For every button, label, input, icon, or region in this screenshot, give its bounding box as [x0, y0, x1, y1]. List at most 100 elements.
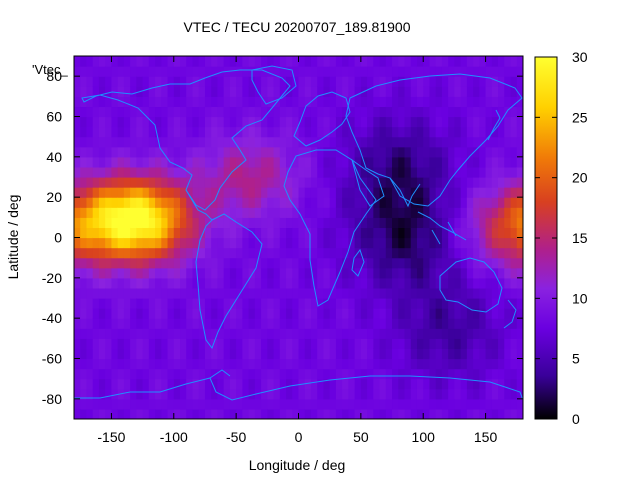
heatmap-cell	[273, 308, 281, 319]
heatmap-cell	[441, 106, 449, 118]
heatmap-cell	[504, 247, 512, 259]
heatmap-cell	[354, 237, 362, 249]
heatmap-cell	[491, 66, 499, 77]
heatmap-cell	[117, 368, 125, 380]
heatmap-cell	[267, 398, 275, 410]
heatmap-cell	[161, 237, 169, 249]
heatmap-cell	[385, 308, 393, 319]
heatmap-cell	[98, 136, 106, 148]
heatmap-cell	[416, 187, 424, 198]
heatmap-cell	[180, 237, 187, 249]
heatmap-cell	[167, 398, 175, 410]
heatmap-cell	[329, 308, 337, 319]
heatmap-cell	[342, 277, 349, 289]
heatmap-cell	[86, 227, 94, 239]
heatmap-cell	[516, 368, 523, 380]
heatmap-cell	[404, 197, 412, 208]
heatmap-cell	[298, 126, 306, 138]
heatmap-cell	[429, 106, 437, 118]
heatmap-cell	[498, 277, 505, 289]
heatmap-cell	[155, 308, 162, 319]
heatmap-cell	[460, 388, 468, 400]
heatmap-cell	[335, 358, 343, 370]
heatmap-cell	[123, 308, 131, 319]
heatmap-cell	[211, 217, 219, 229]
heatmap-cell	[466, 328, 474, 339]
heatmap-cell	[298, 146, 306, 158]
heatmap-cell	[248, 56, 256, 67]
heatmap-cell	[92, 126, 100, 138]
heatmap-cell	[105, 328, 113, 339]
heatmap-cell	[398, 237, 406, 249]
heatmap-cell	[454, 348, 462, 360]
heatmap-cell	[204, 378, 212, 390]
heatmap-cell	[416, 86, 424, 97]
heatmap-cell	[448, 76, 456, 87]
heatmap-cell	[423, 146, 431, 158]
heatmap-cell	[298, 328, 306, 339]
heatmap-cell	[204, 277, 212, 289]
heatmap-cell	[335, 308, 343, 319]
heatmap-cell	[80, 166, 88, 178]
heatmap-cell	[448, 126, 456, 138]
heatmap-cell	[466, 338, 474, 350]
heatmap-cell	[298, 56, 306, 67]
heatmap-cell	[198, 328, 206, 339]
heatmap-cell	[504, 106, 512, 118]
heatmap-cell	[229, 318, 237, 329]
heatmap-cell	[123, 187, 131, 198]
heatmap-cell	[360, 66, 368, 77]
heatmap-cell	[354, 398, 362, 410]
heatmap-cell	[329, 66, 337, 77]
heatmap-cell	[123, 277, 131, 289]
heatmap-cell	[454, 257, 462, 269]
heatmap-cell	[435, 116, 443, 128]
heatmap-cell	[298, 156, 306, 168]
heatmap-cell	[204, 96, 212, 108]
heatmap-cell	[279, 76, 287, 87]
heatmap-cell	[192, 227, 200, 239]
heatmap-cell	[98, 298, 106, 309]
heatmap-cell	[242, 96, 250, 108]
heatmap-cell	[198, 298, 206, 309]
heatmap-cell	[167, 358, 175, 370]
heatmap-cell	[516, 267, 523, 279]
heatmap-cell	[510, 257, 518, 269]
heatmap-cell	[448, 106, 456, 118]
heatmap-cell	[161, 207, 169, 218]
heatmap-cell	[498, 76, 505, 87]
heatmap-cell	[92, 257, 100, 269]
heatmap-cell	[80, 156, 88, 168]
heatmap-cell	[80, 146, 88, 158]
heatmap-cell	[392, 56, 399, 67]
heatmap-cell	[504, 187, 512, 198]
heatmap-cell	[105, 217, 113, 229]
heatmap-cell	[229, 328, 237, 339]
heatmap-cell	[460, 247, 468, 259]
heatmap-cell	[74, 287, 81, 299]
heatmap-cell	[211, 398, 219, 410]
heatmap-cell	[173, 56, 181, 67]
heatmap-cell	[491, 96, 499, 108]
heatmap-cell	[92, 277, 100, 289]
y-tick-label: 60	[46, 109, 62, 125]
heatmap-cell	[242, 217, 250, 229]
heatmap-cell	[211, 298, 219, 309]
heatmap-cell	[348, 197, 356, 208]
heatmap-cell	[279, 358, 287, 370]
heatmap-cell	[105, 247, 113, 259]
heatmap-cell	[335, 257, 343, 269]
heatmap-cell	[167, 298, 175, 309]
heatmap-cell	[510, 328, 518, 339]
heatmap-cell	[448, 408, 456, 419]
heatmap-cell	[148, 398, 156, 410]
heatmap-cell	[229, 217, 237, 229]
heatmap-cell	[335, 237, 343, 249]
heatmap-cell	[229, 207, 237, 218]
heatmap-cell	[123, 237, 131, 249]
heatmap-cell	[441, 267, 449, 279]
heatmap-cell	[167, 408, 175, 419]
heatmap-cell	[398, 136, 406, 148]
heatmap-cell	[385, 338, 393, 350]
heatmap-cell	[261, 368, 268, 380]
